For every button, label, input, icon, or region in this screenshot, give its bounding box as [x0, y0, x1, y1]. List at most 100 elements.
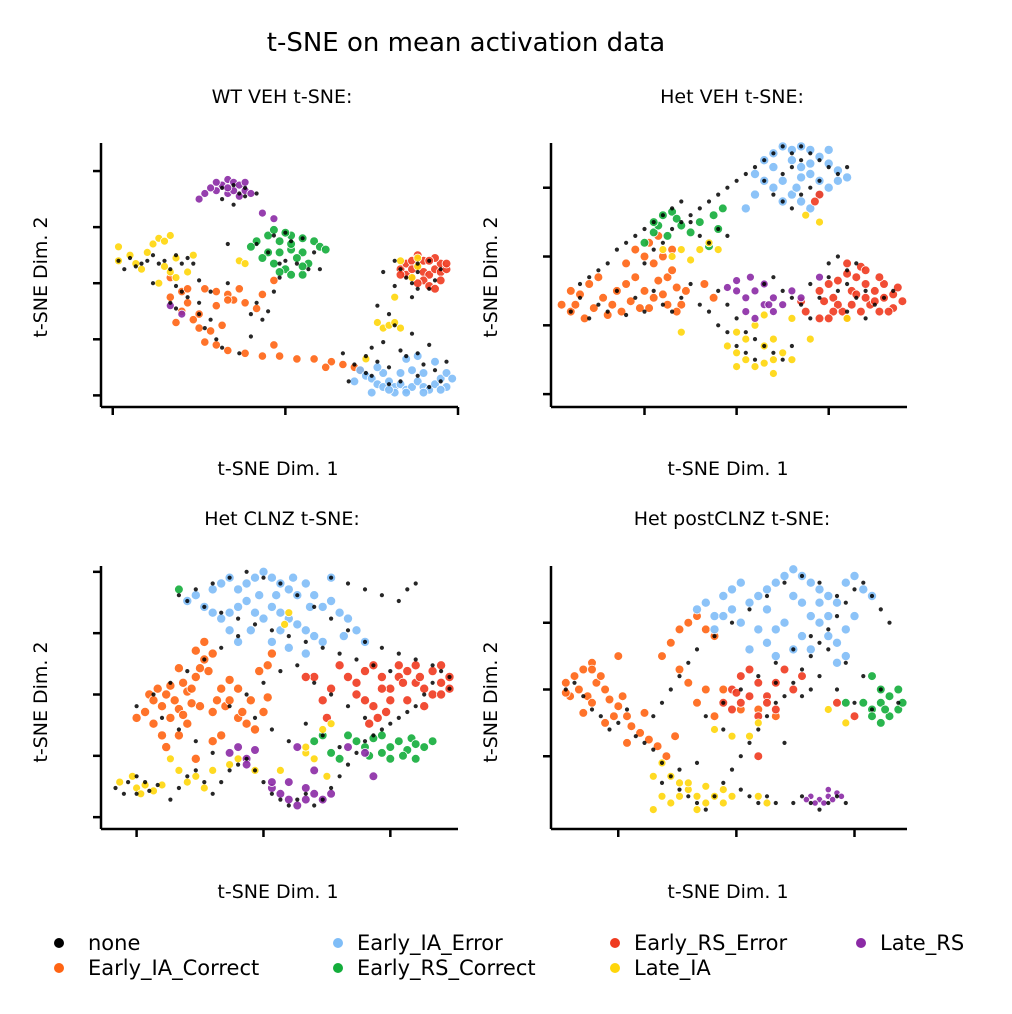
point-early-ia-correct [570, 299, 581, 310]
point-early-ia-error [753, 624, 764, 635]
point-early-ia-error [735, 617, 746, 628]
point-early-rs-error [897, 296, 908, 307]
point-none [289, 239, 294, 244]
point-none [329, 575, 334, 580]
point-none [303, 639, 308, 645]
point-none [278, 797, 283, 802]
point-none [756, 674, 761, 679]
point-late-ia [675, 778, 684, 788]
point-early-ia-correct [648, 292, 659, 303]
point-early-rs-error [427, 689, 438, 700]
point-early-ia-correct [635, 303, 645, 313]
point-early-ia-error [378, 368, 389, 378]
point-late-ia [191, 771, 201, 781]
point-early-rs-error [430, 283, 440, 294]
point-early-ia-correct [309, 354, 319, 364]
point-early-ia-correct [578, 708, 589, 718]
point-none [799, 573, 805, 579]
point-none [413, 704, 418, 709]
point-early-ia-correct [245, 695, 256, 706]
point-early-rs-error [846, 299, 857, 310]
point-none [312, 680, 317, 685]
point-early-ia-error [418, 368, 429, 378]
point-early-ia-correct [216, 730, 227, 741]
point-early-ia-error [309, 590, 320, 601]
point-none [220, 345, 225, 350]
point-none [329, 616, 334, 621]
point-early-rs-error [436, 689, 447, 700]
point-early-rs-error [744, 664, 755, 675]
point-none [294, 261, 299, 266]
point-early-ia-error [805, 158, 816, 169]
point-early-ia-error [744, 644, 755, 655]
point-early-ia-error [241, 578, 252, 589]
point-late-ia [753, 718, 763, 728]
point-early-ia-correct [587, 697, 597, 708]
point-none [277, 261, 282, 266]
point-early-rs-error [368, 701, 379, 712]
point-none [312, 250, 317, 255]
point-early-rs-correct [269, 258, 279, 269]
point-early-rs-error [842, 258, 852, 269]
point-none [371, 663, 376, 668]
point-early-ia-error [768, 182, 779, 193]
point-late-rs [723, 283, 732, 292]
point-early-rs-correct [393, 736, 404, 746]
point-early-rs-error [832, 697, 842, 708]
point-none [826, 800, 831, 806]
point-none [116, 258, 121, 263]
point-early-ia-error [288, 572, 299, 583]
point-none [845, 309, 850, 314]
point-none [197, 300, 202, 305]
point-early-ia-correct [262, 692, 273, 703]
point-none [686, 794, 691, 799]
point-early-rs-error [376, 672, 387, 683]
point-none [834, 794, 840, 799]
point-early-rs-error [753, 677, 764, 688]
scatter-points [556, 141, 908, 378]
point-early-ia-correct [292, 354, 302, 364]
point-early-ia-error [266, 572, 277, 583]
point-late-rs [741, 307, 751, 317]
point-none [143, 780, 148, 785]
point-early-ia-correct [257, 289, 267, 299]
point-early-ia-correct [223, 345, 233, 356]
point-early-ia-error [241, 596, 252, 607]
legend-item-early-ia-error: Early_IA_Error [333, 931, 503, 956]
point-early-ia-error [233, 601, 244, 612]
point-late-rs [283, 794, 294, 805]
point-late-ia [318, 725, 328, 734]
point-none [789, 295, 795, 300]
point-none [354, 750, 359, 756]
point-none [345, 581, 351, 586]
point-early-ia-correct [681, 286, 691, 296]
point-none [762, 178, 767, 183]
point-early-ia-correct [173, 730, 184, 741]
point-none [312, 604, 317, 610]
point-none [179, 261, 184, 266]
point-none [127, 255, 133, 261]
point-early-ia-correct [216, 683, 227, 694]
point-early-rs-correct [309, 736, 320, 746]
point-none [283, 258, 288, 263]
point-early-ia-correct [674, 664, 685, 675]
point-none [260, 317, 265, 322]
point-none [396, 598, 401, 604]
point-early-ia-error [770, 624, 781, 635]
legend-marker [333, 963, 343, 973]
point-early-ia-correct [211, 340, 221, 350]
point-early-rs-error [424, 269, 435, 280]
point-none [236, 634, 241, 639]
point-none [283, 230, 288, 235]
point-late-ia [787, 355, 797, 365]
point-none [725, 330, 730, 335]
point-early-ia-correct [700, 684, 711, 695]
point-none [771, 192, 776, 197]
point-none [227, 575, 232, 580]
point-none [782, 694, 787, 699]
point-early-ia-correct [183, 298, 193, 308]
point-late-rs [764, 300, 774, 310]
point-late-ia [727, 791, 737, 801]
point-early-ia-correct [621, 279, 631, 289]
point-none [845, 268, 850, 273]
